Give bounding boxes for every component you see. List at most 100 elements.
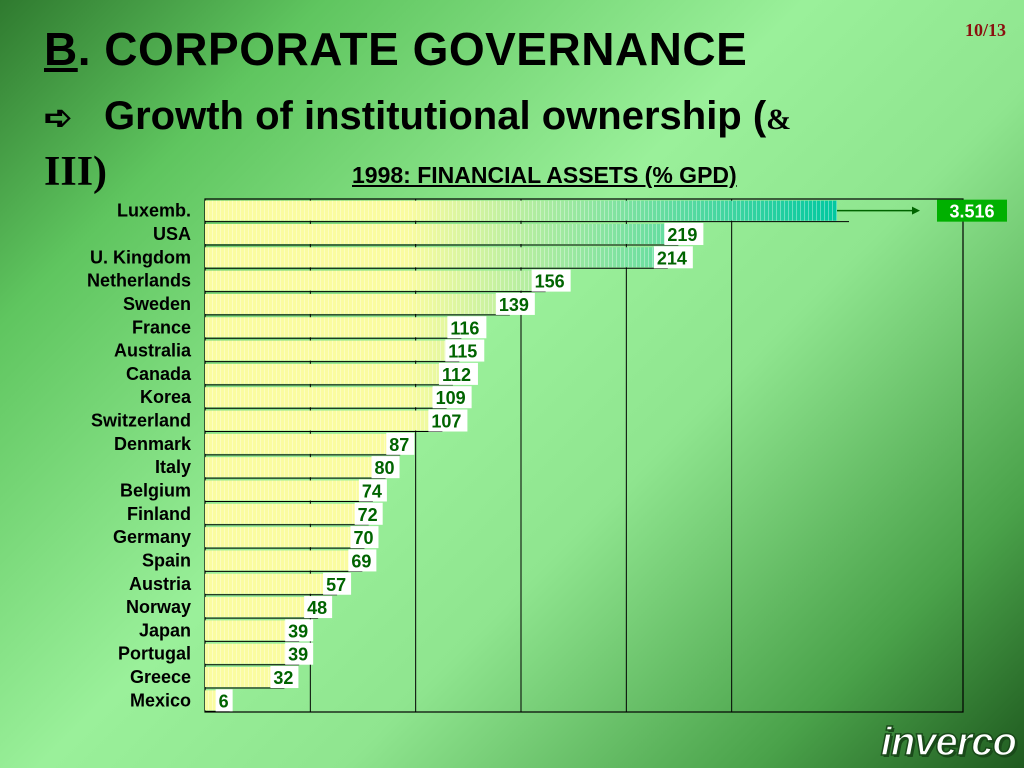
value-label: 115	[448, 342, 477, 362]
category-label: Luxemb.	[117, 201, 191, 221]
callout-arrow-head	[912, 206, 920, 215]
bar-texture	[205, 247, 656, 268]
subtitle-text: Growth of institutional ownership (	[104, 94, 767, 138]
value-label: 72	[358, 505, 378, 525]
value-label-bg	[323, 572, 352, 595]
value-label-bg	[354, 502, 383, 525]
category-label: Denmark	[114, 434, 192, 454]
category-label: Mexico	[130, 690, 191, 710]
value-label-bg	[438, 362, 478, 385]
bar-texture	[205, 690, 218, 711]
value-label-bg	[304, 596, 333, 619]
value-label-bg	[285, 642, 314, 665]
bar-texture	[205, 270, 534, 291]
chart-frame	[204, 198, 964, 713]
value-label-bg	[664, 222, 704, 245]
bar-texture	[205, 667, 273, 688]
page-title: B. CORPORATE GOVERNANCE	[44, 22, 747, 76]
category-label: France	[132, 317, 191, 337]
bar-texture	[205, 550, 351, 571]
value-label: 39	[288, 645, 308, 665]
value-label: 109	[436, 388, 466, 408]
value-label: 112	[442, 365, 471, 385]
value-label: 6	[219, 691, 229, 711]
category-label: Norway	[126, 597, 191, 617]
value-label-bg	[428, 409, 468, 432]
category-label: Germany	[113, 527, 191, 547]
subtitle-ampersand: &	[766, 103, 792, 136]
bar-texture	[205, 480, 361, 501]
bar-texture	[205, 573, 326, 594]
value-label: 80	[375, 458, 395, 478]
bar-texture	[205, 433, 389, 454]
category-label: Netherlands	[87, 271, 191, 291]
title-text: . CORPORATE GOVERNANCE	[77, 23, 748, 75]
bar-texture	[205, 527, 353, 548]
bar-texture	[205, 200, 837, 221]
bar-texture	[205, 363, 441, 384]
value-label-bg	[531, 269, 571, 292]
value-label-bg	[495, 292, 535, 315]
page-number: 10/13	[964, 20, 1006, 40]
value-label-bg	[445, 339, 485, 362]
bar-texture	[205, 410, 431, 431]
value-label: 87	[389, 435, 409, 455]
value-label: 32	[273, 668, 293, 688]
value-label-bg	[432, 386, 472, 409]
category-label: Greece	[130, 667, 191, 687]
subtitle: ➪ Growth of institutional ownership (&	[44, 94, 791, 139]
category-label: Japan	[139, 620, 191, 640]
category-label: Switzerland	[91, 411, 191, 431]
bar-texture	[205, 340, 448, 361]
arrow-bullet-icon: ➪	[44, 99, 73, 137]
value-label-bg	[350, 526, 379, 549]
category-label: Spain	[142, 550, 191, 570]
title-letter: B	[44, 23, 78, 75]
category-label: Belgium	[120, 480, 191, 500]
category-label: Korea	[140, 387, 192, 407]
value-label: 139	[499, 295, 529, 315]
value-label: 57	[326, 575, 346, 595]
bar-texture	[205, 457, 374, 478]
value-label-bg	[447, 316, 487, 339]
category-label: U. Kingdom	[90, 247, 191, 267]
value-label: 70	[353, 528, 373, 548]
category-label: Australia	[114, 341, 192, 361]
value-label: 214	[657, 248, 687, 268]
category-label: USA	[153, 224, 191, 244]
value-label: 48	[307, 598, 327, 618]
inverco-logo: inverco	[880, 719, 1018, 765]
value-label-bg	[215, 689, 233, 712]
bar-texture	[205, 503, 357, 524]
value-label-bg	[386, 432, 415, 455]
value-label: 3.516	[949, 202, 994, 222]
bar-texture	[205, 317, 450, 338]
value-label: 116	[450, 318, 479, 338]
value-label: 156	[535, 272, 565, 292]
value-label: 69	[351, 551, 371, 571]
category-label: Canada	[126, 364, 192, 384]
value-label-bg	[371, 456, 400, 479]
bar-texture	[205, 597, 307, 618]
category-label: Italy	[155, 457, 191, 477]
bar-texture	[205, 293, 498, 314]
subtitle-line2: III)	[44, 149, 108, 195]
bar-texture	[205, 223, 667, 244]
category-label: Finland	[127, 504, 191, 524]
value-label: 74	[362, 481, 382, 501]
category-label: Sweden	[123, 294, 191, 314]
value-label-bg	[653, 246, 693, 269]
value-label: 219	[667, 225, 697, 245]
category-label: Portugal	[118, 644, 191, 664]
callout-box	[937, 199, 1007, 222]
bar-texture	[205, 643, 288, 664]
value-label-bg	[358, 479, 387, 502]
value-label: 107	[431, 412, 461, 432]
chart-title: 1998: FINANCIAL ASSETS (% GPD)	[352, 162, 737, 188]
value-label: 39	[288, 621, 308, 641]
value-label-bg	[348, 549, 377, 572]
category-label: Austria	[129, 574, 192, 594]
bar-texture	[205, 620, 288, 641]
value-label-bg	[270, 666, 299, 689]
